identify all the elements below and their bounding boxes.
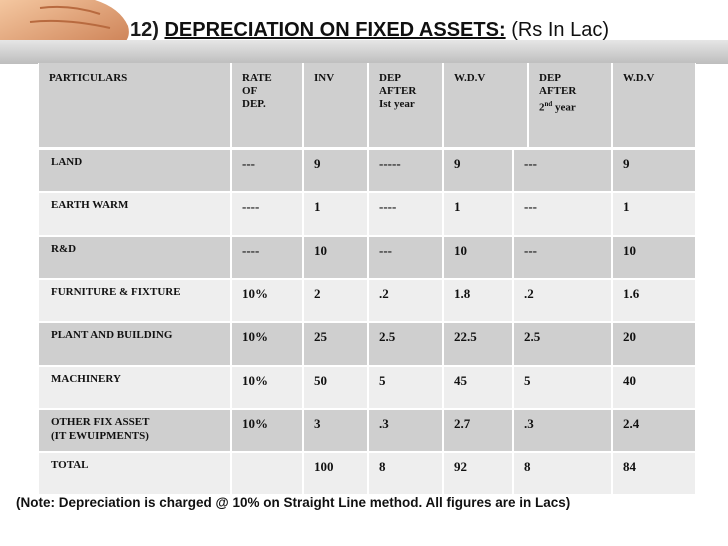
cell-wdv-1: 45 — [444, 367, 512, 408]
cell-wdv-1: 1.8 — [444, 280, 512, 321]
header-particulars: PARTICULARS — [39, 63, 230, 147]
cell-wdv-1: 9 — [444, 150, 512, 191]
header-line: DEP — [539, 72, 561, 84]
cell-dep-2nd-year: .3 — [514, 410, 611, 451]
header-wdv-2: W.D.V — [613, 63, 695, 147]
cell-dep-2nd-year: --- — [514, 237, 611, 278]
header-wdv-1: W.D.V — [444, 63, 527, 147]
cell-rate: ---- — [232, 193, 302, 235]
cell-dep-1st-year: --- — [369, 237, 442, 278]
cell-wdv-1: 10 — [444, 237, 512, 278]
title-number: 12) — [130, 19, 159, 41]
row-label: R&D — [39, 237, 230, 278]
header-line: INV — [314, 72, 335, 84]
row-label: EARTH WARM — [39, 193, 230, 235]
row-label: FURNITURE & FIXTURE — [39, 280, 230, 321]
cell-wdv-2: 1 — [613, 193, 695, 235]
cell-rate: --- — [232, 150, 302, 191]
cell-dep-2nd-year: --- — [514, 150, 611, 191]
cell-inv: 50 — [304, 367, 367, 408]
header-line: DEP — [379, 72, 401, 84]
cell-rate: 10% — [232, 280, 302, 321]
cell-wdv-2: 1.6 — [613, 280, 695, 321]
header-line: AFTER — [539, 85, 577, 97]
cell-inv: 2 — [304, 280, 367, 321]
title-unit: (Rs In Lac) — [511, 19, 609, 41]
header-line: RATE — [242, 72, 272, 84]
cell-dep-1st-year: .3 — [369, 410, 442, 451]
cell-wdv-2: 10 — [613, 237, 695, 278]
title-bar-background — [0, 40, 728, 64]
cell-rate — [232, 453, 302, 494]
cell-wdv-1: 2.7 — [444, 410, 512, 451]
cell-wdv-1: 92 — [444, 453, 512, 494]
cell-inv: 1 — [304, 193, 367, 235]
cell-inv: 3 — [304, 410, 367, 451]
cell-rate: 10% — [232, 323, 302, 365]
header-rate: RATE OF DEP. — [232, 63, 302, 147]
cell-dep-1st-year: ----- — [369, 150, 442, 191]
header-line: PARTICULARS — [49, 72, 128, 84]
cell-rate: 10% — [232, 410, 302, 451]
header-line: 2nd year — [539, 100, 576, 114]
row-label: MACHINERY — [39, 367, 230, 408]
cell-dep-2nd-year: .2 — [514, 280, 611, 321]
cell-dep-2nd-year: 5 — [514, 367, 611, 408]
cell-inv: 9 — [304, 150, 367, 191]
cell-inv: 100 — [304, 453, 367, 494]
header-line: W.D.V — [454, 72, 486, 84]
cell-dep-2nd-year: --- — [514, 193, 611, 235]
cell-inv: 10 — [304, 237, 367, 278]
footnote: (Note: Depreciation is charged @ 10% on … — [16, 495, 571, 510]
row-label: PLANT AND BUILDING — [39, 323, 230, 365]
header-inv: INV — [304, 63, 367, 147]
header-line: DEP. — [242, 98, 266, 110]
header-line: W.D.V — [623, 72, 655, 84]
row-label: OTHER FIX ASSET (IT EWUIPMENTS) — [39, 410, 230, 451]
cell-inv: 25 — [304, 323, 367, 365]
row-label: TOTAL — [39, 453, 230, 494]
header-dep-2nd-year: DEP AFTER 2nd year — [529, 63, 611, 147]
cell-dep-1st-year: 8 — [369, 453, 442, 494]
row-label: LAND — [39, 150, 230, 191]
cell-wdv-2: 20 — [613, 323, 695, 365]
header-line: AFTER — [379, 85, 417, 97]
page-title: 12) DEPRECIATION ON FIXED ASSETS: (Rs In… — [130, 19, 728, 42]
cell-wdv-1: 1 — [444, 193, 512, 235]
cell-wdv-2: 9 — [613, 150, 695, 191]
cell-rate: ---- — [232, 237, 302, 278]
depreciation-table: PARTICULARS RATE OF DEP. INV DEP AFTER Ist yea… — [38, 63, 696, 495]
cell-dep-1st-year: .2 — [369, 280, 442, 321]
header-line: OF — [242, 85, 258, 97]
cell-wdv-2: 40 — [613, 367, 695, 408]
cell-wdv-2: 2.4 — [613, 410, 695, 451]
header-line: Ist year — [379, 98, 415, 110]
cell-dep-1st-year: 2.5 — [369, 323, 442, 365]
cell-rate: 10% — [232, 367, 302, 408]
cell-dep-1st-year: ---- — [369, 193, 442, 235]
cell-wdv-2: 84 — [613, 453, 695, 494]
cell-dep-1st-year: 5 — [369, 367, 442, 408]
title-main: DEPRECIATION ON FIXED ASSETS: — [164, 19, 506, 41]
cell-dep-2nd-year: 2.5 — [514, 323, 611, 365]
cell-dep-2nd-year: 8 — [514, 453, 611, 494]
header-dep-1st-year: DEP AFTER Ist year — [369, 63, 442, 147]
cell-wdv-1: 22.5 — [444, 323, 512, 365]
